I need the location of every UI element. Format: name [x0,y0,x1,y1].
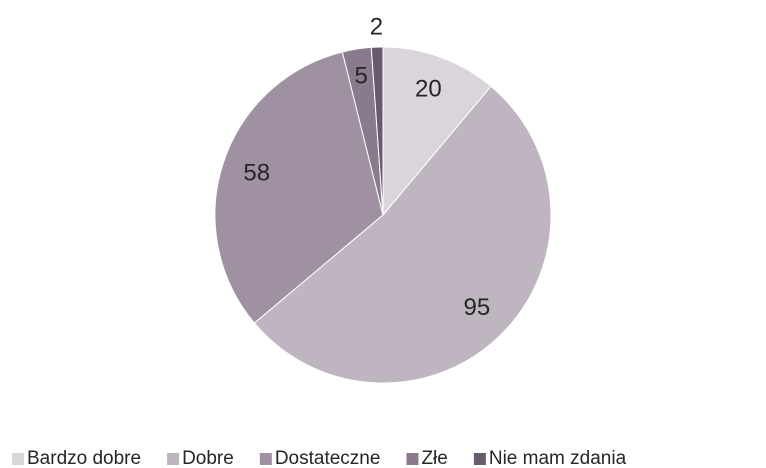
data-label: 58 [243,159,270,186]
data-label: 2 [370,13,383,40]
data-label: 95 [463,294,490,321]
pie-slice [214,51,384,324]
legend-swatch [406,453,419,465]
legend-swatch [473,453,486,465]
pie-slice [253,85,552,384]
pie-slice [382,46,492,217]
legend-swatch [12,453,24,465]
legend-swatch [259,453,272,465]
legend-label: Bardzo dobre [27,448,141,468]
legend-swatch [167,453,180,465]
legend-label: Dostateczne [275,448,381,468]
legend-label: Dobre [182,448,234,468]
data-label: 5 [355,63,368,90]
legend-label: Złe [421,448,447,468]
data-label: 20 [415,76,442,103]
pie-slice [370,46,384,216]
legend-label: Nie mam zdania [489,448,627,468]
